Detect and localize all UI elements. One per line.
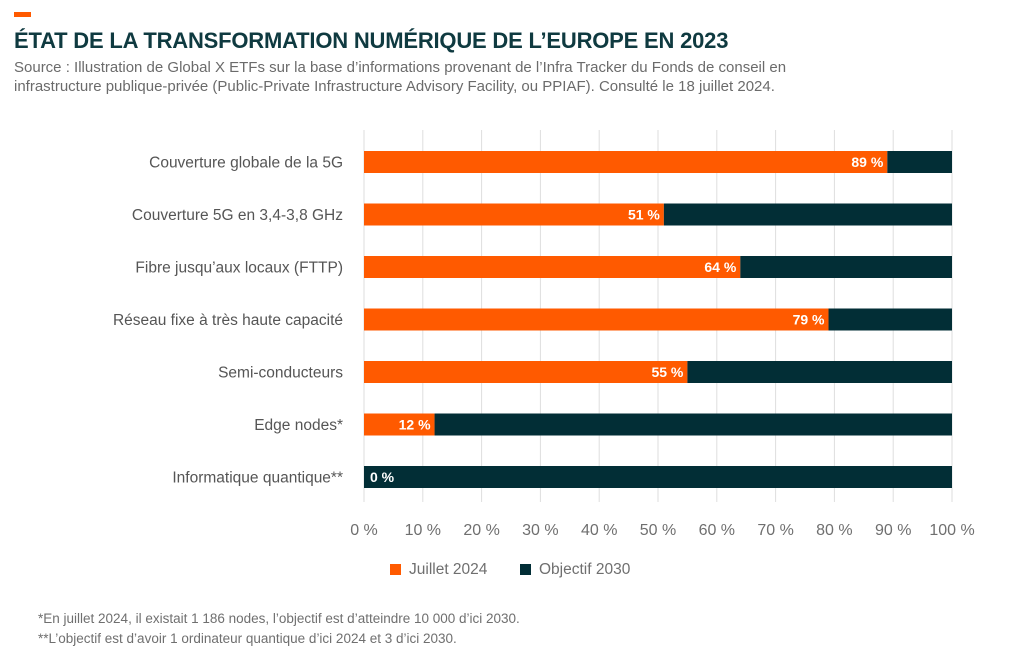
category-label: Edge nodes* — [254, 417, 343, 434]
bar-objectif-2030 — [740, 256, 952, 278]
x-tick-label: 0 % — [350, 522, 378, 539]
bar-juillet-2024 — [364, 308, 829, 331]
x-tick-label: 60 % — [699, 522, 735, 539]
bar-objectif-2030 — [687, 361, 952, 383]
category-label: Fibre jusqu’aux locaux (FTTP) — [135, 260, 343, 277]
data-label: 51 % — [628, 207, 660, 223]
legend-objectif-2030-swatch — [520, 564, 531, 575]
bar-juillet-2024 — [364, 413, 435, 436]
x-tick-label: 30 % — [522, 522, 558, 539]
category-label: Semi-conducteurs — [218, 365, 343, 382]
bar-objectif-2030 — [663, 203, 952, 226]
data-label: 55 % — [651, 364, 683, 380]
bar-objectif-2030 — [364, 466, 952, 488]
data-label: 0 % — [370, 469, 395, 485]
footnote-quantum: **L’objectif est d’avoir 1 ordinateur qu… — [38, 631, 457, 646]
source-line-1: Source : Illustration de Global X ETFs s… — [14, 59, 787, 76]
x-tick-label: 50 % — [640, 522, 676, 539]
bar-juillet-2024 — [364, 361, 688, 383]
category-label: Couverture 5G en 3,4-3,8 GHz — [132, 207, 343, 224]
chart-title: ÉTAT DE LA TRANSFORMATION NUMÉRIQUE DE L… — [14, 28, 729, 53]
stacked-bar-chart: Couverture globale de la 5G 89 % Couvertur… — [113, 130, 975, 578]
data-label: 64 % — [704, 259, 736, 275]
legend-juillet-2024-swatch — [390, 564, 401, 575]
chart-source: Source : Illustration de Global X ETFs s… — [14, 58, 994, 96]
category-label: Couverture globale de la 5G — [149, 155, 343, 172]
x-tick-label: 70 % — [757, 522, 793, 539]
x-tick-label: 80 % — [816, 522, 852, 539]
bar-juillet-2024 — [364, 151, 888, 173]
data-label: 79 % — [793, 312, 825, 328]
source-line-2: infrastructure publique-privée (Public-P… — [14, 78, 775, 95]
bar-juillet-2024 — [364, 256, 741, 278]
data-label: 12 % — [399, 417, 431, 433]
x-tick-label: 40 % — [581, 522, 617, 539]
x-tick-label: 10 % — [405, 522, 441, 539]
bar-objectif-2030 — [887, 151, 952, 173]
x-tick-label: 20 % — [463, 522, 499, 539]
footnote-edge-nodes: *En juillet 2024, il existait 1 186 node… — [38, 611, 520, 626]
bar-objectif-2030 — [434, 413, 952, 436]
bar-juillet-2024 — [364, 203, 664, 226]
x-tick-label: 90 % — [875, 522, 911, 539]
category-label: Informatique quantique** — [172, 470, 343, 487]
data-label: 89 % — [851, 154, 883, 170]
category-label: Réseau fixe à très haute capacité — [113, 312, 343, 329]
legend-objectif-2030-label: Objectif 2030 — [539, 561, 631, 578]
accent-bar — [14, 12, 31, 17]
bar-objectif-2030 — [828, 308, 952, 331]
x-tick-label: 100 % — [929, 522, 974, 539]
legend-juillet-2024-label: Juillet 2024 — [409, 561, 488, 578]
